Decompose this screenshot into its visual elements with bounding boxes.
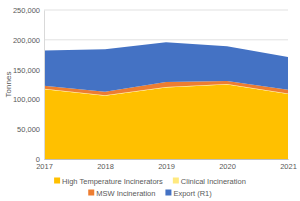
legend-label: Clinical Incineration bbox=[181, 177, 246, 186]
x-axis-line bbox=[45, 159, 289, 160]
x-axis: 2017 2018 2019 2020 2021 bbox=[36, 159, 297, 171]
legend-swatch bbox=[173, 178, 179, 184]
y-tick-label: 200,000 bbox=[13, 36, 40, 45]
y-tick: 150,000 bbox=[13, 66, 44, 75]
legend-row: High Temperature Incinerators Clinical In… bbox=[54, 177, 246, 186]
x-tick: 2019 bbox=[158, 159, 175, 171]
grid bbox=[44, 10, 288, 159]
y-tick-label: 150,000 bbox=[13, 66, 40, 75]
y-axis-line bbox=[44, 11, 45, 160]
legend-swatch bbox=[54, 178, 60, 184]
y-tick-label: 50,000 bbox=[17, 125, 40, 134]
x-tick-label: 2021 bbox=[280, 162, 297, 171]
area-series bbox=[44, 85, 288, 160]
legend-row: MSW Incineration Export (R1) bbox=[88, 189, 212, 198]
legend-swatch bbox=[165, 190, 171, 196]
legend-label: Export (R1) bbox=[173, 189, 212, 198]
x-tick-label: 2019 bbox=[158, 162, 175, 171]
legend-item: High Temperature Incinerators bbox=[54, 177, 163, 186]
x-tick-label: 2017 bbox=[36, 162, 53, 171]
x-tick: 2018 bbox=[97, 159, 114, 171]
x-tick: 2017 bbox=[36, 159, 53, 171]
y-tick: 50,000 bbox=[17, 125, 44, 134]
x-tick-label: 2020 bbox=[219, 162, 236, 171]
legend-label: High Temperature Incinerators bbox=[62, 177, 163, 186]
legend: High Temperature Incinerators Clinical In… bbox=[54, 177, 246, 198]
legend-item: Clinical Incineration bbox=[173, 177, 246, 186]
x-tick: 2021 bbox=[280, 159, 297, 171]
y-tick: 100,000 bbox=[13, 95, 44, 104]
area-series bbox=[44, 42, 288, 91]
legend-item: Export (R1) bbox=[165, 189, 212, 198]
x-tick-label: 2018 bbox=[97, 162, 114, 171]
areas bbox=[44, 42, 288, 159]
y-tick-label: 100,000 bbox=[13, 95, 40, 104]
legend-swatch bbox=[88, 190, 94, 196]
y-tick: 250,000 bbox=[13, 6, 44, 15]
plot: 050,000100,000150,000200,000250,00020172… bbox=[13, 6, 297, 171]
legend-label: MSW Incineration bbox=[96, 189, 155, 198]
y-tick: 200,000 bbox=[13, 36, 44, 45]
y-tick-label: 250,000 bbox=[13, 6, 40, 15]
legend-item: MSW Incineration bbox=[88, 189, 155, 198]
x-tick: 2020 bbox=[219, 159, 236, 171]
grid-line bbox=[44, 39, 288, 40]
grid-line bbox=[44, 10, 288, 11]
y-axis: 050,000100,000150,000200,000250,000 bbox=[13, 6, 45, 164]
y-axis-title: Tonnes bbox=[4, 72, 13, 98]
